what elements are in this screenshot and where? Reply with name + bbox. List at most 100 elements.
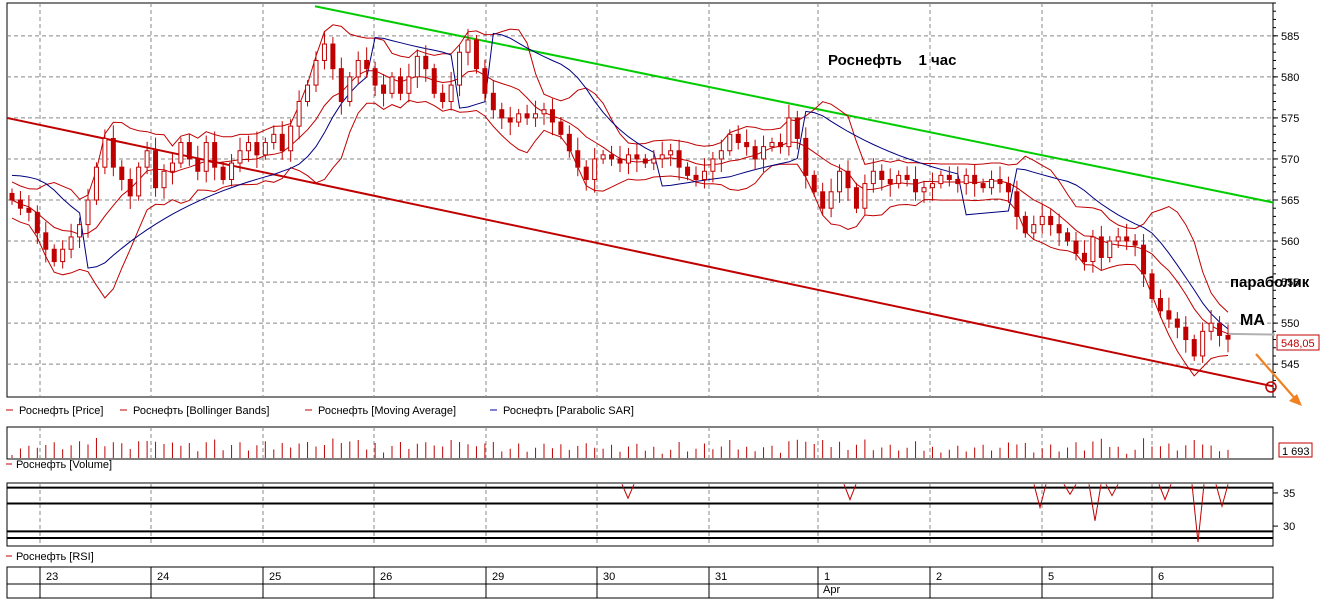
candle-body: [1081, 252, 1087, 263]
rsi-line-segment: [843, 484, 857, 501]
candle-body: [355, 59, 361, 78]
price-tick-label: 565: [1281, 195, 1299, 207]
volume-panel-frame: [6, 426, 1274, 460]
price-tick-label: 575: [1281, 113, 1299, 125]
candle-body: [34, 211, 40, 234]
candle-body: [237, 150, 243, 164]
candle-body: [676, 150, 682, 168]
date-tick-label: 30: [603, 571, 615, 583]
rsi-line-segment: [1033, 484, 1047, 510]
rsi-tick-label: 35: [1283, 488, 1295, 500]
candle-body: [93, 166, 99, 201]
candle-body: [1065, 232, 1071, 242]
candle-body: [1141, 244, 1147, 275]
candle-body: [406, 76, 412, 94]
candle-body: [127, 178, 133, 197]
candle-body: [1166, 310, 1172, 320]
candle-body: [634, 154, 640, 160]
sar-line: [11, 32, 1229, 330]
candle-body: [718, 150, 724, 160]
candle-body: [946, 174, 952, 180]
candle-body: [1039, 215, 1045, 226]
candle-body: [786, 117, 792, 148]
parabolic-annotation: параболик: [1230, 274, 1310, 291]
candle-body: [651, 158, 657, 164]
candle-body: [85, 199, 91, 226]
candle-body: [921, 187, 927, 193]
candle-body: [372, 68, 378, 86]
candle-body: [330, 43, 336, 70]
candle-body: [119, 166, 125, 180]
candle-body: [473, 39, 479, 70]
ma-line: [11, 70, 1229, 335]
candle-body: [777, 142, 783, 148]
candle-body: [153, 150, 159, 189]
candle-body: [870, 170, 876, 185]
price-tick-label: 560: [1281, 236, 1299, 248]
price-candles: [9, 28, 1231, 363]
candle-body: [271, 133, 277, 144]
candle-body: [617, 158, 623, 164]
rsi-line-segment: [1105, 484, 1119, 497]
candle-body: [229, 162, 235, 180]
candle-body: [431, 68, 437, 94]
candle-body: [144, 150, 150, 168]
moving-average: [11, 70, 1276, 336]
candle-body: [457, 51, 463, 86]
candle-body: [752, 146, 758, 160]
green-resistance-line: [314, 5, 1274, 204]
candle-body: [549, 109, 555, 123]
candle-body: [1174, 318, 1180, 328]
candle-body: [490, 92, 496, 111]
candle-body: [516, 113, 522, 123]
candle-body: [245, 142, 251, 152]
candle-body: [1132, 240, 1138, 246]
candle-body: [583, 166, 589, 180]
candle-body: [321, 43, 327, 61]
candle-body: [566, 133, 572, 152]
candle-body: [938, 174, 944, 185]
candle-body: [896, 174, 902, 185]
candle-body: [440, 92, 446, 102]
candle-body: [820, 191, 826, 209]
rsi-line-segment: [1191, 484, 1205, 543]
candle-body: [1225, 334, 1231, 340]
candle-body: [1149, 273, 1155, 299]
ma-extension: [1227, 332, 1276, 336]
price-tick-label: 550: [1281, 318, 1299, 330]
date-axis-frame: [6, 566, 1274, 599]
date-tick-label: 6: [1158, 571, 1164, 583]
arrow-annotation: [1255, 353, 1302, 406]
candle-body: [642, 158, 648, 164]
candle-body: [769, 142, 775, 148]
candle-body: [465, 39, 471, 53]
candle-body: [609, 154, 615, 160]
candle-body: [110, 137, 116, 168]
candle-body: [1200, 330, 1206, 357]
chart-title: Роснефть 1 час: [828, 52, 956, 69]
candle-body: [659, 154, 665, 160]
candle-body: [499, 109, 505, 119]
candle-body: [533, 113, 539, 119]
candle-body: [845, 170, 851, 189]
candle-body: [853, 187, 859, 209]
candle-body: [735, 133, 741, 144]
candle-body: [862, 183, 868, 209]
last-price-tag: 548,05: [1276, 334, 1320, 351]
candle-body: [904, 174, 910, 180]
panel-frames: [6, 2, 1274, 599]
volume-bars: [11, 438, 1229, 458]
candle-body: [803, 137, 809, 176]
price-tick-label: 570: [1281, 154, 1299, 166]
candle-body: [913, 178, 919, 193]
candle-body: [423, 55, 429, 70]
candle-body: [887, 178, 893, 185]
red-support-line: [6, 116, 1274, 388]
date-tick-label: 26: [380, 571, 392, 583]
parabolic-sar: [11, 32, 1229, 330]
candle-body: [68, 236, 74, 250]
trend-lines: [6, 5, 1274, 388]
candle-body: [1056, 224, 1062, 234]
bollinger-lower: [11, 99, 1229, 377]
